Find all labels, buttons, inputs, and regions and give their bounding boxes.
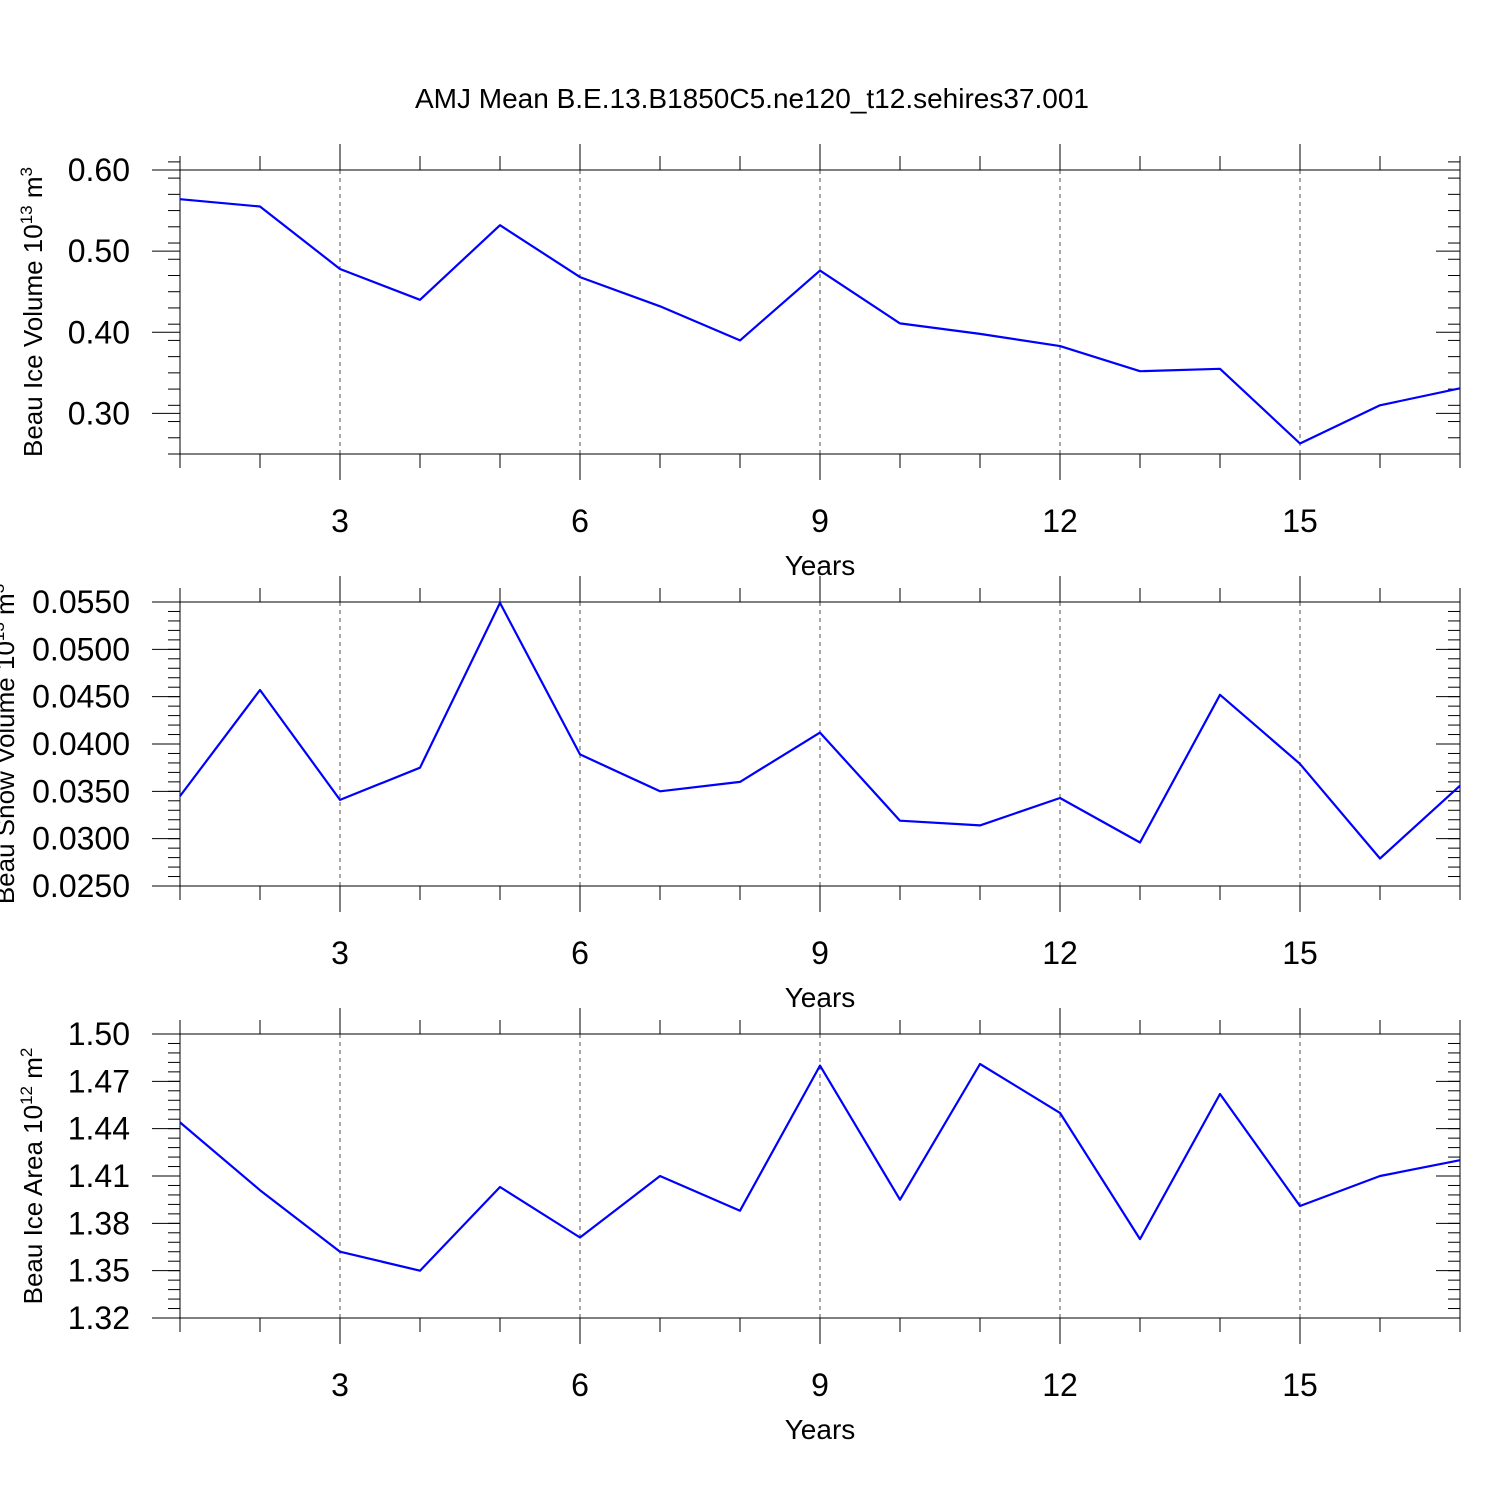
y-tick-labels: 0.0250 0.0300 0.0350 0.0400 0.0450 0.0500 0.05… — [32, 584, 130, 904]
y-tick-label: 1.35 — [68, 1253, 130, 1289]
x-tick-labels: 3 6 9 12 15 — [331, 503, 1318, 539]
y-tick-label: 0.0400 — [32, 726, 130, 762]
x-tick-label: 6 — [571, 1367, 589, 1403]
y-axis-label: Beau Ice Volume 1013 m3 — [17, 167, 48, 457]
grid-lines — [339, 1034, 1301, 1318]
y-tick-label: 1.50 — [68, 1016, 130, 1052]
x-tick-label: 9 — [811, 503, 829, 539]
x-tick-label: 9 — [811, 935, 829, 971]
plot-frame — [179, 601, 1461, 887]
series-line-ice-volume — [179, 198, 1461, 445]
panel-snow-volume: 0.0250 0.0300 0.0350 0.0400 0.0450 0.0500 0.05… — [0, 576, 1461, 1013]
y-tick-label: 1.41 — [68, 1158, 130, 1194]
y-tick-label: 0.0250 — [32, 868, 130, 904]
grid-lines — [339, 170, 1301, 454]
y-tick-label: 1.32 — [68, 1300, 130, 1336]
x-tick-label: 3 — [331, 503, 349, 539]
series-line-ice-area — [179, 1062, 1461, 1272]
x-tick-label: 3 — [331, 1367, 349, 1403]
x-tick-label: 9 — [811, 1367, 829, 1403]
x-tick-label: 3 — [331, 935, 349, 971]
x-axis-label: Years — [785, 982, 856, 1013]
y-axis-label: Beau Ice Area 1012 m2 — [17, 1048, 48, 1305]
y-tick-label: 1.47 — [68, 1063, 130, 1099]
x-tick-labels: 3 6 9 12 15 — [331, 935, 1318, 971]
y-tick-label: 0.0500 — [32, 631, 130, 667]
x-tick-label: 12 — [1042, 503, 1078, 539]
plot-frame — [179, 1033, 1461, 1319]
x-tick-label: 6 — [571, 935, 589, 971]
x-axis-label: Years — [785, 1414, 856, 1445]
minor-ticks — [152, 144, 1461, 480]
y-tick-label: 0.60 — [68, 152, 130, 188]
panel-ice-area: 1.32 1.35 1.38 1.41 1.44 1.47 1.50 3 6 9 12 15 Yea… — [17, 1008, 1461, 1445]
x-tick-label: 12 — [1042, 935, 1078, 971]
x-axis-label: Years — [785, 550, 856, 581]
x-tick-label: 15 — [1282, 503, 1318, 539]
y-tick-label: 0.0350 — [32, 773, 130, 809]
x-tick-label: 12 — [1042, 1367, 1078, 1403]
minor-ticks — [152, 1008, 1461, 1344]
x-tick-labels: 3 6 9 12 15 — [331, 1367, 1318, 1403]
plot-frame — [179, 169, 1461, 455]
figure-title: AMJ Mean B.E.13.B1850C5.ne120_t12.sehire… — [415, 83, 1089, 114]
y-tick-label: 0.50 — [68, 233, 130, 269]
y-tick-label: 0.40 — [68, 314, 130, 350]
grid-lines — [339, 602, 1301, 886]
series-line-snow-volume — [179, 601, 1461, 860]
panel-ice-volume: 0.30 0.40 0.50 0.60 3 6 9 12 15 Years Beau Ice … — [17, 144, 1461, 581]
minor-ticks — [152, 576, 1461, 912]
y-tick-label: 1.38 — [68, 1205, 130, 1241]
y-tick-label: 1.44 — [68, 1111, 130, 1147]
x-tick-label: 15 — [1282, 1367, 1318, 1403]
x-tick-label: 6 — [571, 503, 589, 539]
y-axis-label: Beau Snow Volume 1013 m3 — [0, 584, 20, 904]
y-tick-label: 0.0550 — [32, 584, 130, 620]
x-tick-label: 15 — [1282, 935, 1318, 971]
y-tick-labels: 1.32 1.35 1.38 1.41 1.44 1.47 1.50 — [68, 1016, 130, 1336]
y-tick-label: 0.30 — [68, 395, 130, 431]
y-tick-label: 0.0300 — [32, 821, 130, 857]
y-tick-label: 0.0450 — [32, 679, 130, 715]
y-tick-labels: 0.30 0.40 0.50 0.60 — [68, 152, 130, 431]
